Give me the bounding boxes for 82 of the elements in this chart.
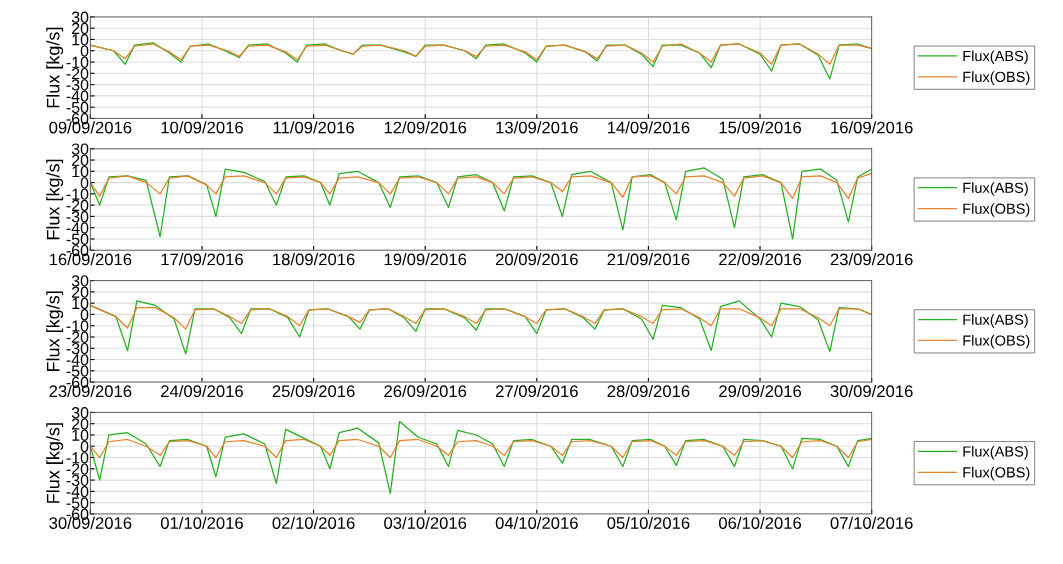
legend-label: Flux(ABS): [963, 50, 1028, 65]
line-series: [90, 438, 872, 459]
line-series: [90, 420, 872, 495]
x-tick-label: 30/09/2016: [830, 384, 913, 398]
x-tick-label: 15/09/2016: [719, 121, 802, 134]
x-tick-label: 04/10/2016: [495, 516, 578, 529]
legend-label: Flux(OBS): [963, 466, 1030, 481]
x-tick-label: 25/09/2016: [272, 384, 355, 398]
x-tick-label: 23/09/2016: [830, 253, 913, 266]
x-tick-label: 02/10/2016: [272, 516, 355, 529]
y-axis-title: Flux [kg/s]: [46, 423, 64, 503]
x-tick-label: 01/10/2016: [160, 516, 243, 529]
y-tick-label: -20: [66, 199, 89, 212]
x-tick-label: 19/09/2016: [384, 253, 467, 266]
x-tick-label: 21/09/2016: [607, 253, 690, 266]
y-tick-label: 0: [80, 309, 89, 321]
line-series: [90, 167, 872, 240]
legend-label: Flux(OBS): [963, 71, 1030, 85]
y-tick-label: -40: [66, 486, 89, 498]
text: Flux(ABS): [963, 314, 1028, 328]
y-tick-label: -40: [66, 90, 89, 102]
legend-label: Flux(OBS): [963, 203, 1030, 217]
y-tick-label: -10: [66, 320, 89, 332]
x-tick-label: 27/09/2016: [495, 384, 578, 398]
x-tick-label: 26/09/2016: [384, 384, 467, 398]
y-tick-label: -40: [66, 222, 89, 234]
y-tick-label: -30: [66, 79, 89, 91]
line-series: [90, 304, 872, 330]
y-tick-label: 10: [72, 165, 89, 178]
y-tick-label: 30: [71, 11, 89, 23]
y-tick-label: 0: [80, 440, 89, 453]
text: Flux(ABS): [963, 182, 1028, 196]
y-tick-label: 20: [72, 286, 89, 298]
x-tick-label: 24/09/2016: [161, 384, 243, 398]
x-tick-label: 14/09/2016: [608, 121, 690, 134]
y-tick-label: 0: [80, 45, 89, 57]
x-tick-label: 17/09/2016: [161, 253, 243, 266]
y-tick-label: 0: [80, 177, 89, 189]
line-series: [90, 43, 872, 65]
legend-label: Flux(OBS): [963, 334, 1030, 349]
y-tick-label: -20: [66, 331, 89, 343]
x-tick-label: 03/10/2016: [384, 516, 467, 529]
x-tick-label: 20/09/2016: [495, 253, 578, 266]
x-tick-label: 07/10/2016: [830, 516, 913, 529]
y-tick-label: -20: [66, 67, 89, 80]
x-tick-label: 05/10/2016: [607, 516, 690, 529]
y-tick-label: 20: [72, 418, 89, 430]
text: Flux(ABS): [963, 445, 1028, 460]
y-tick-label: -10: [66, 452, 89, 464]
y-tick-label: -30: [66, 211, 89, 223]
y-tick-label: 10: [72, 34, 89, 46]
y-axis-title: Flux [kg/s]: [46, 27, 64, 108]
y-tick-label: -10: [66, 188, 89, 200]
x-tick-label: 11/09/2016: [273, 121, 354, 134]
y-tick-label: 30: [71, 407, 89, 419]
x-tick-label: 18/09/2016: [273, 253, 355, 266]
y-tick-label: -50: [66, 365, 89, 377]
x-tick-label: 10/09/2016: [161, 121, 243, 134]
y-tick-label: 30: [71, 275, 89, 287]
y-tick-label: 10: [72, 297, 89, 310]
y-axis-title: Flux [kg/s]: [46, 159, 64, 240]
x-tick-label: 28/09/2016: [607, 384, 690, 398]
y-tick-label: -30: [66, 342, 89, 355]
y-tick-label: -40: [66, 354, 89, 366]
y-tick-label: 30: [71, 143, 89, 155]
x-tick-label: 13/09/2016: [496, 121, 578, 134]
x-tick-label: 06/10/2016: [718, 516, 802, 529]
x-tick-label: 29/09/2016: [719, 384, 802, 398]
y-tick-label: -50: [66, 101, 89, 114]
y-tick-label: -20: [66, 463, 89, 475]
x-tick-label: 22/09/2016: [719, 253, 802, 266]
y-tick-label: -30: [66, 474, 89, 487]
y-tick-label: -50: [66, 233, 89, 245]
y-tick-label: -50: [66, 497, 89, 509]
y-tick-label: 10: [72, 429, 89, 441]
x-tick-label: 12/09/2016: [384, 121, 467, 134]
line-series: [90, 172, 872, 200]
x-tick-label: 16/09/2016: [831, 121, 913, 134]
y-tick-label: 20: [72, 22, 89, 35]
y-axis-title: Flux [kg/s]: [46, 291, 64, 371]
y-tick-label: -10: [66, 56, 89, 68]
y-tick-label: 20: [72, 154, 89, 166]
